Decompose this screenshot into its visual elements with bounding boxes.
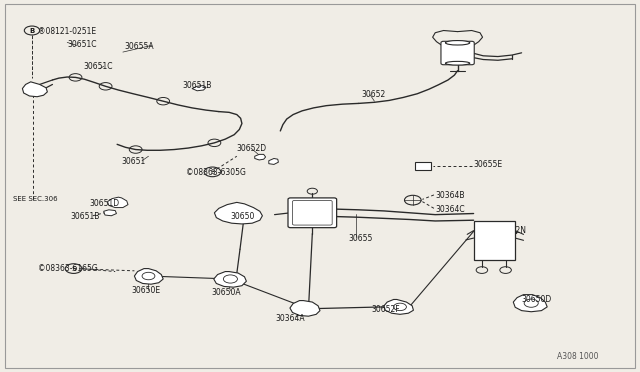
Text: 30655E: 30655E	[474, 160, 503, 169]
Text: 30651: 30651	[122, 157, 146, 166]
Polygon shape	[269, 158, 278, 164]
Text: 30651C: 30651C	[67, 40, 97, 49]
Polygon shape	[192, 86, 206, 91]
Text: 30655: 30655	[349, 234, 373, 243]
Text: 30650A: 30650A	[211, 288, 241, 296]
Polygon shape	[134, 269, 163, 284]
Polygon shape	[108, 197, 128, 208]
Polygon shape	[384, 299, 413, 314]
Text: 30364A: 30364A	[275, 314, 305, 323]
Text: 30650D: 30650D	[522, 295, 552, 304]
FancyBboxPatch shape	[474, 221, 515, 260]
Text: SEE SEC.306: SEE SEC.306	[13, 196, 58, 202]
FancyBboxPatch shape	[288, 198, 337, 228]
Text: 30651D: 30651D	[90, 199, 120, 208]
Polygon shape	[290, 301, 320, 316]
Polygon shape	[22, 82, 47, 97]
Text: S: S	[211, 169, 214, 175]
Polygon shape	[214, 202, 262, 224]
Text: 30651C: 30651C	[83, 62, 113, 71]
Text: S: S	[72, 266, 76, 272]
Text: ©08363-6165G: ©08363-6165G	[38, 264, 98, 273]
Text: B: B	[29, 28, 35, 33]
FancyBboxPatch shape	[441, 41, 474, 65]
Text: 30652: 30652	[362, 90, 386, 99]
Text: ©08363-6305G: ©08363-6305G	[186, 169, 246, 177]
Text: 30650E: 30650E	[131, 286, 161, 295]
Ellipse shape	[445, 61, 470, 65]
Text: ®08121-0251E: ®08121-0251E	[38, 27, 97, 36]
Text: 30652D: 30652D	[237, 144, 267, 153]
Text: 30651B: 30651B	[70, 212, 100, 221]
Text: 30650: 30650	[230, 212, 255, 221]
Polygon shape	[255, 154, 266, 160]
Text: 30652N: 30652N	[496, 226, 526, 235]
Text: A308 1000: A308 1000	[557, 352, 598, 361]
Text: 30651B: 30651B	[182, 81, 212, 90]
Text: 30364B: 30364B	[435, 191, 465, 200]
Polygon shape	[513, 295, 547, 312]
Polygon shape	[214, 272, 246, 287]
Polygon shape	[104, 210, 116, 216]
FancyBboxPatch shape	[415, 162, 431, 170]
FancyBboxPatch shape	[292, 201, 332, 225]
Text: 30364C: 30364C	[435, 205, 465, 214]
Text: 30655A: 30655A	[125, 42, 154, 51]
Text: 30652F: 30652F	[371, 305, 400, 314]
Ellipse shape	[445, 41, 470, 45]
